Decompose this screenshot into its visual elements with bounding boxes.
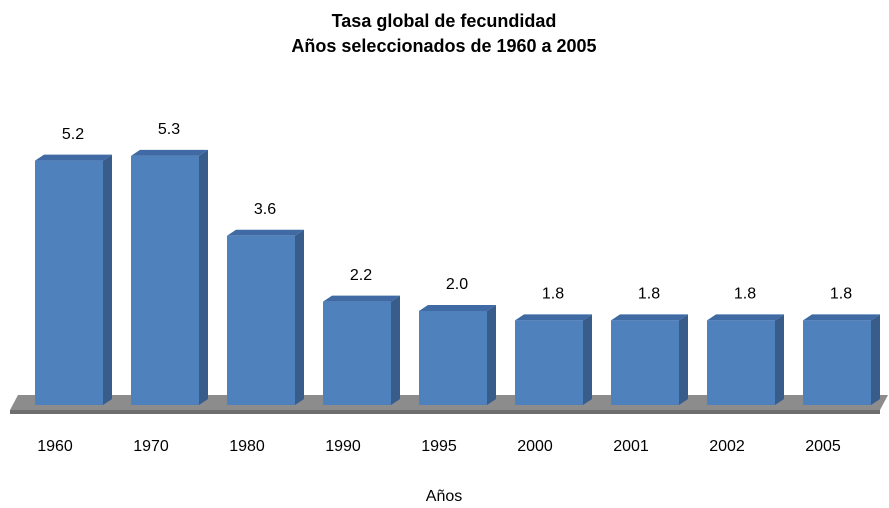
bar-side	[391, 295, 400, 405]
bar-front	[611, 320, 679, 405]
x-tick-label: 1995	[421, 438, 457, 455]
value-label: 1.8	[734, 286, 756, 303]
bar-front	[515, 320, 583, 405]
bar	[35, 154, 112, 405]
x-tick-label: 2001	[613, 438, 649, 455]
bar-front	[323, 301, 391, 405]
bar-side	[199, 149, 208, 405]
bar-top	[131, 149, 208, 156]
bar	[323, 295, 400, 405]
bar-side	[871, 314, 880, 405]
x-tick-label: 1990	[325, 438, 361, 455]
chart-subtitle: Años seleccionados de 1960 a 2005	[291, 36, 596, 56]
bar-front	[35, 160, 103, 405]
bar-top	[611, 314, 688, 321]
chart-title: Tasa global de fecundidad	[332, 11, 557, 31]
value-label: 5.3	[158, 121, 180, 138]
bar	[611, 314, 688, 405]
bar-side	[295, 229, 304, 405]
bar	[803, 314, 880, 405]
bar-top	[323, 295, 400, 302]
x-axis-title: Años	[426, 488, 462, 505]
bar	[131, 149, 208, 405]
x-tick-label: 2000	[517, 438, 553, 455]
x-tick-label: 1970	[133, 438, 169, 455]
value-label: 1.8	[542, 286, 564, 303]
x-tick-label: 1980	[229, 438, 265, 455]
bar-side	[775, 314, 784, 405]
bar-front	[803, 320, 871, 405]
bar	[419, 305, 496, 405]
value-label: 1.8	[638, 286, 660, 303]
x-tick-label: 2005	[805, 438, 841, 455]
bar-top	[227, 229, 304, 236]
bar-front	[131, 155, 199, 405]
value-label: 1.8	[830, 286, 852, 303]
value-label: 5.2	[62, 126, 84, 143]
bar-top	[35, 154, 112, 161]
value-label: 2.0	[446, 276, 468, 293]
x-tick-label: 2002	[709, 438, 745, 455]
x-tick-label: 1960	[37, 438, 73, 455]
bar-top	[419, 305, 496, 311]
bar-top	[515, 314, 592, 321]
bar-side	[103, 154, 112, 405]
bar-side	[583, 314, 592, 405]
bar	[707, 314, 784, 405]
bar-side	[487, 305, 496, 405]
bar-front	[227, 235, 295, 405]
bar-side	[679, 314, 688, 405]
bar-front	[707, 320, 775, 405]
value-label: 3.6	[254, 201, 276, 218]
floor-edge	[10, 410, 880, 414]
value-label: 2.2	[350, 267, 372, 284]
bar	[227, 229, 304, 405]
bar-top	[707, 314, 784, 321]
bar-front	[419, 311, 487, 405]
bar	[515, 314, 592, 405]
bar-top	[803, 314, 880, 321]
